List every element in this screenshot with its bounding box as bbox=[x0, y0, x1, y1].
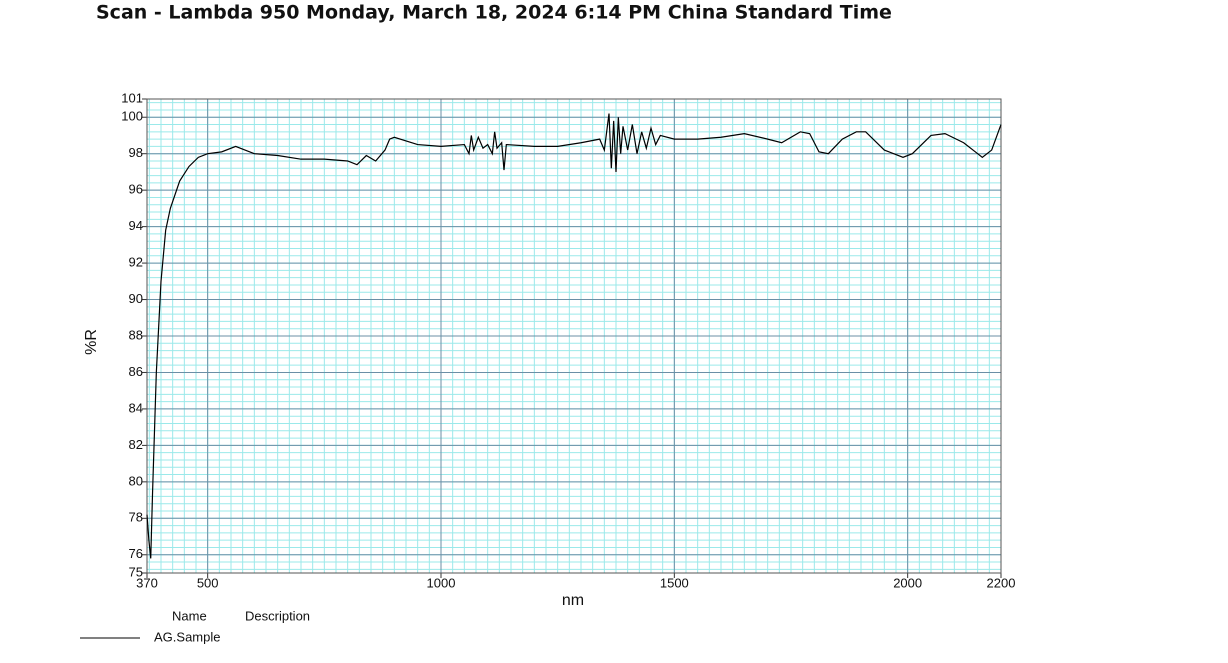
chart-title: Scan - Lambda 950 Monday, March 18, 2024… bbox=[96, 2, 892, 24]
y-tick-label: 76 bbox=[129, 546, 143, 561]
y-tick-label: 80 bbox=[129, 473, 143, 488]
y-tick-label: 75 bbox=[129, 564, 143, 579]
data-line bbox=[146, 113, 1002, 559]
legend-header: Description bbox=[245, 608, 310, 623]
y-tick-label: 101 bbox=[121, 90, 143, 105]
y-axis-label: %R bbox=[83, 329, 100, 355]
y-tick-label: 90 bbox=[129, 291, 143, 306]
y-tick-label: 84 bbox=[129, 400, 143, 415]
x-tick-label: 2200 bbox=[987, 575, 1016, 590]
x-tick-label: 1500 bbox=[660, 575, 689, 590]
y-tick-label: 86 bbox=[129, 364, 143, 379]
x-tick-label: 370 bbox=[136, 575, 158, 590]
x-tick-label: 1000 bbox=[427, 575, 456, 590]
y-tick-label: 88 bbox=[129, 327, 143, 342]
y-tick-label: 98 bbox=[129, 145, 143, 160]
legend-label: AG.Sample bbox=[154, 629, 220, 644]
y-tick-label: 100 bbox=[121, 109, 143, 124]
legend-header: Name bbox=[172, 608, 207, 623]
x-tick-label: 2000 bbox=[893, 575, 922, 590]
y-tick-label: 96 bbox=[129, 182, 143, 197]
x-tick-label: 500 bbox=[197, 575, 219, 590]
plot-frame bbox=[146, 98, 1002, 574]
y-tick-label: 82 bbox=[129, 437, 143, 452]
y-tick-label: 78 bbox=[129, 510, 143, 525]
y-tick-label: 94 bbox=[129, 218, 143, 233]
x-axis-label: nm bbox=[562, 592, 584, 609]
y-tick-label: 92 bbox=[129, 255, 143, 270]
